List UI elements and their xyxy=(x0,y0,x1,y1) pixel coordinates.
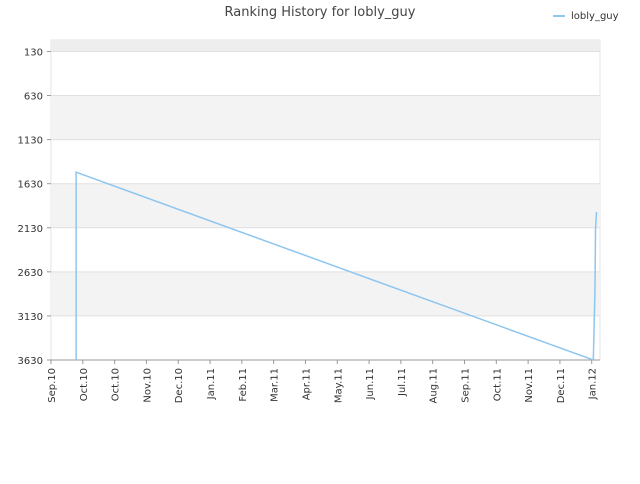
x-tick-label: Apr.11 xyxy=(301,368,312,400)
y-tick-label: 2630 xyxy=(18,268,43,279)
x-tick-label: Nov.11 xyxy=(524,368,535,403)
y-tick-label: 630 xyxy=(24,92,43,103)
x-tick-label: Jan.12 xyxy=(588,368,599,400)
x-tick-label: Jun.11 xyxy=(365,368,376,401)
x-tick-label: Sep.11 xyxy=(460,368,471,403)
y-tick-label: 1130 xyxy=(18,136,43,147)
y-tick-label: 3130 xyxy=(18,312,43,323)
x-tick-label: Dec.11 xyxy=(556,368,567,403)
y-tick-label: 3630 xyxy=(18,356,43,367)
grid-band xyxy=(51,95,600,140)
x-tick-label: Jan.11 xyxy=(206,368,217,400)
grid-band xyxy=(51,40,600,52)
x-tick-label: May.11 xyxy=(333,368,344,403)
x-tick-label: Feb.11 xyxy=(238,368,249,402)
line-series xyxy=(75,171,598,362)
x-tick-label: Oct.10 xyxy=(79,368,90,401)
x-tick-label: Mar.11 xyxy=(270,368,281,402)
y-tick-label: 2130 xyxy=(18,224,43,235)
x-tick-label: Aug.11 xyxy=(429,368,440,403)
x-tick-label: Jul.11 xyxy=(397,368,408,397)
x-tick-label: Nov.10 xyxy=(142,368,153,403)
y-tick-label: 1630 xyxy=(18,180,43,191)
grid-band xyxy=(51,271,600,316)
grid-band xyxy=(51,183,600,228)
x-tick-label: Oct.10 xyxy=(111,368,122,401)
x-tick-label: Sep.10 xyxy=(47,368,58,403)
legend-label: lobly_guy xyxy=(571,11,619,22)
x-tick-label: Oct.11 xyxy=(492,368,503,401)
chart-title: Ranking History for lobly_guy xyxy=(225,5,416,20)
x-tick-label: Dec.10 xyxy=(174,368,185,403)
y-tick-label: 130 xyxy=(24,47,43,58)
